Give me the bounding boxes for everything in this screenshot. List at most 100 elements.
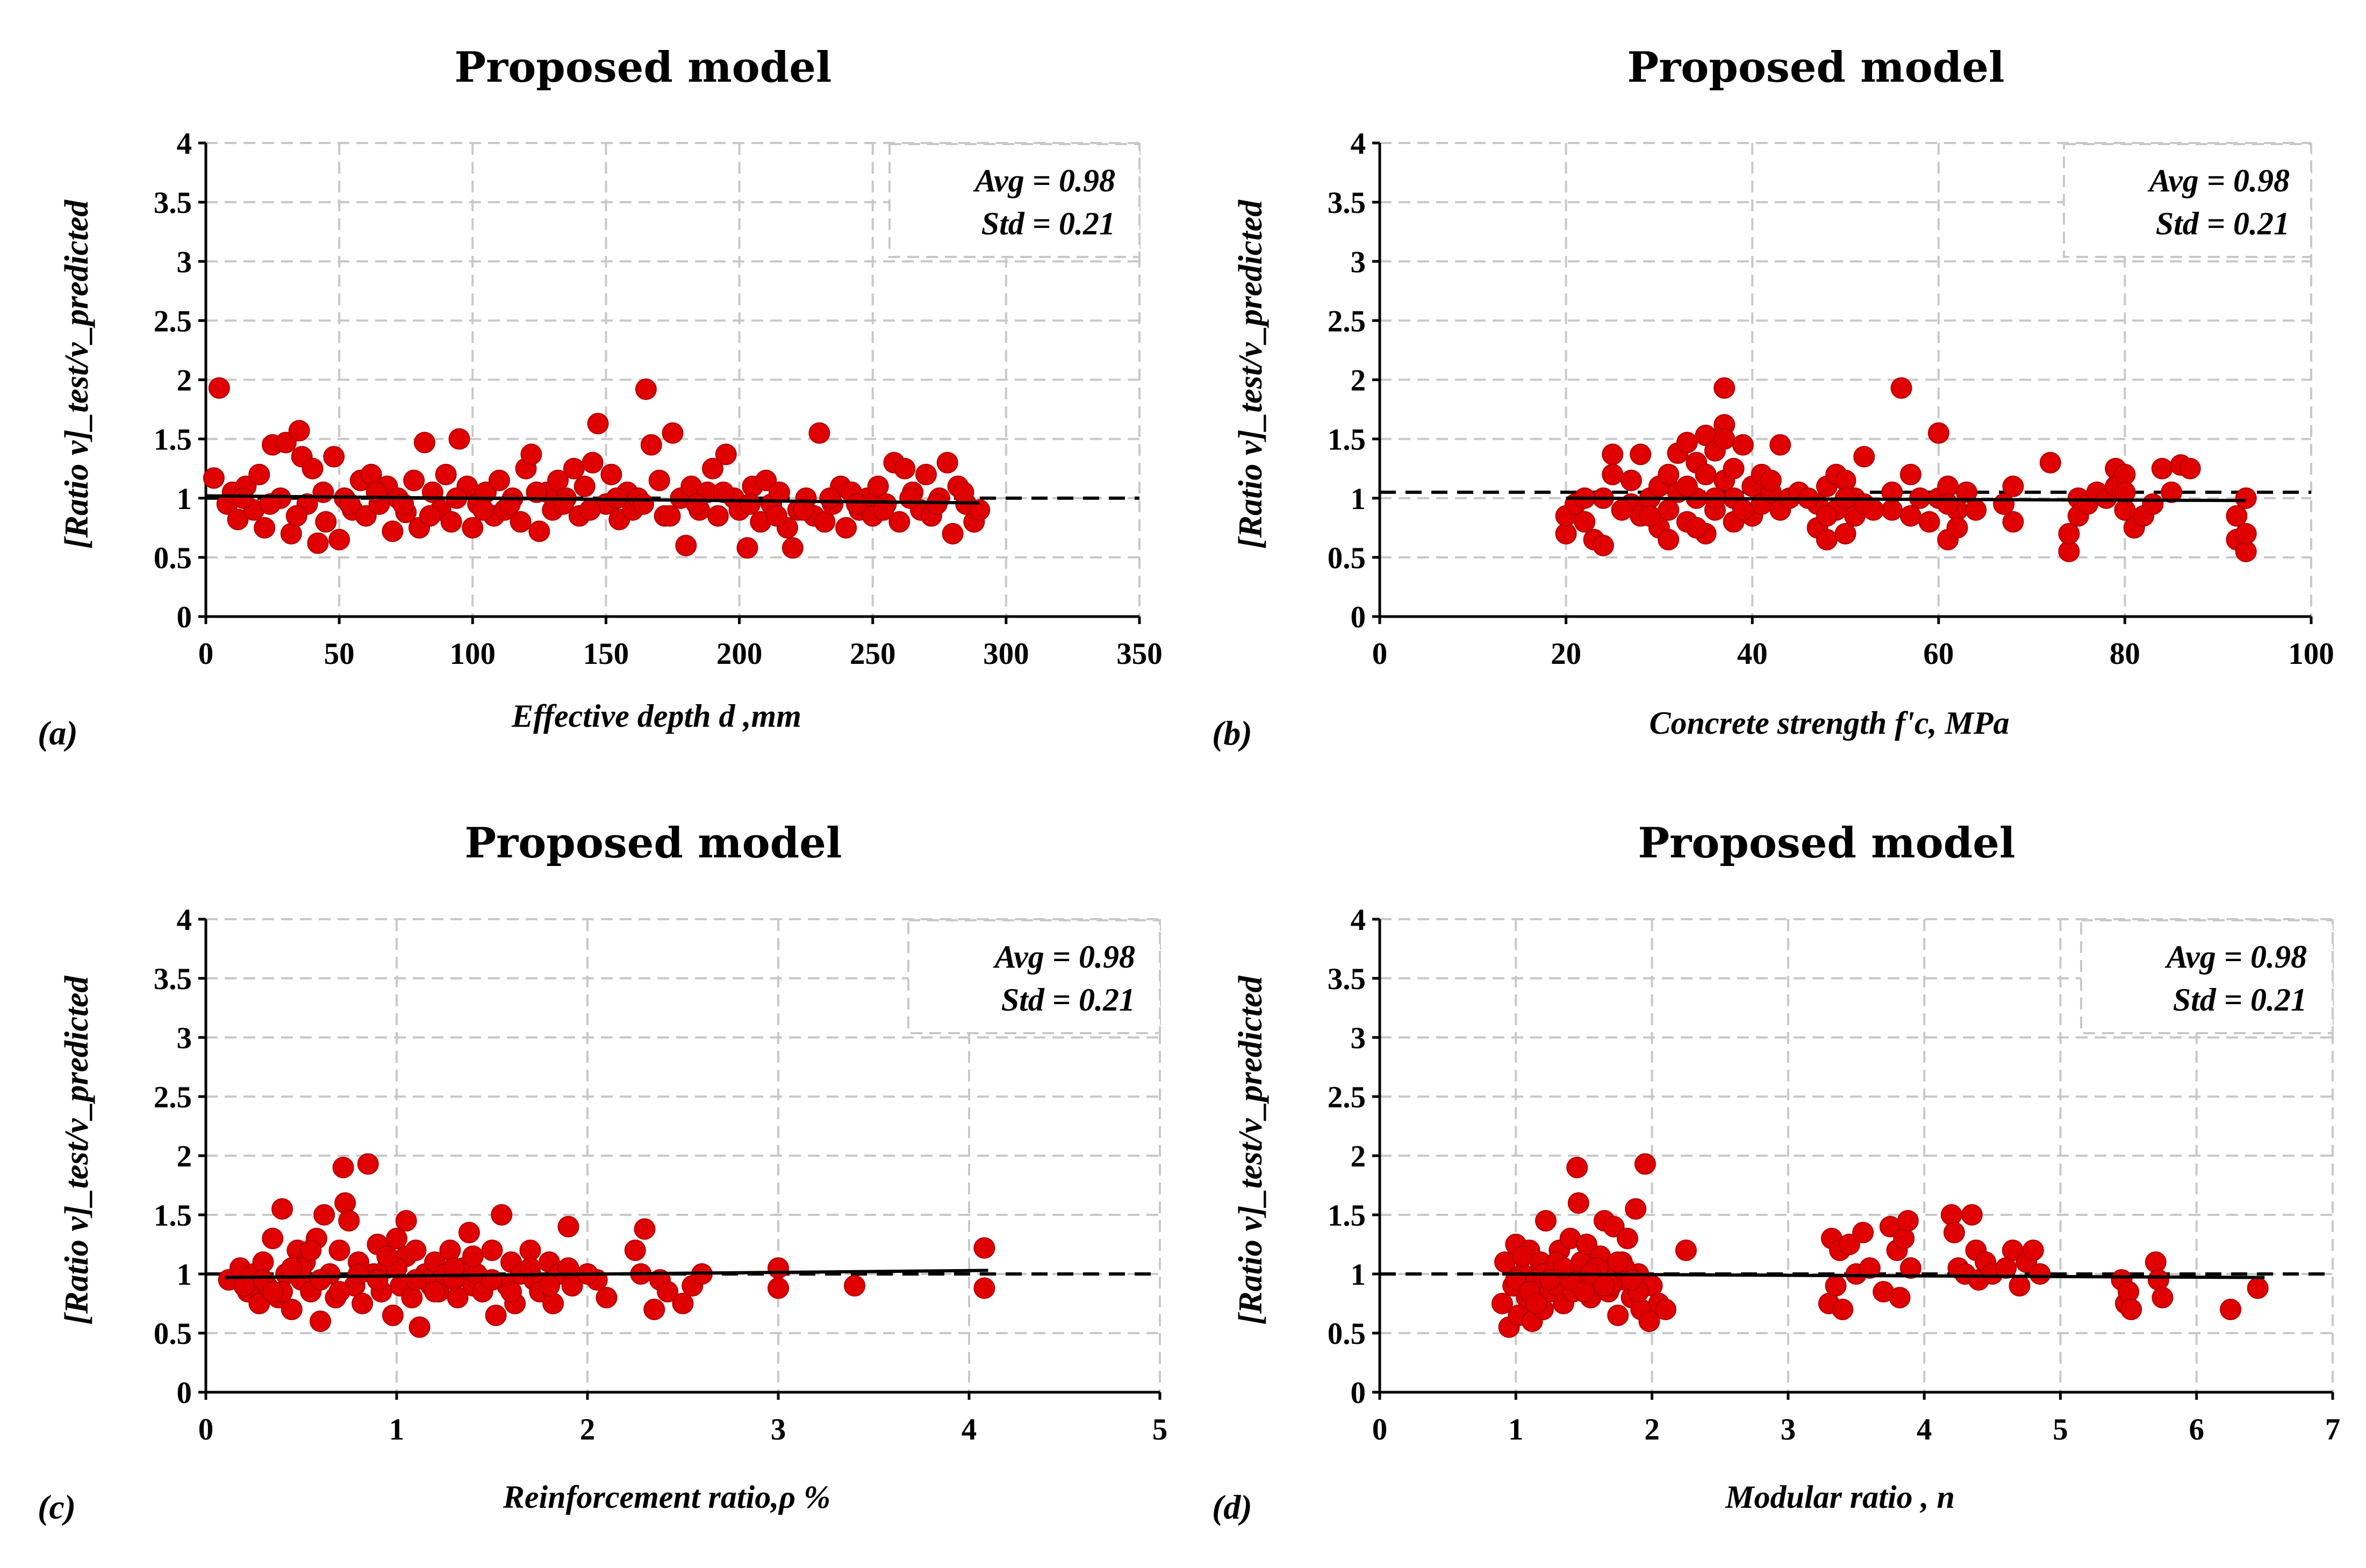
data-point [2009,1275,2031,1297]
data-point [579,499,601,521]
data-point [462,1245,484,1267]
y-tick-label: 2.5 [154,1080,192,1114]
data-point [1816,528,1838,550]
x-tick-label: 100 [450,637,496,671]
data-point [973,1277,995,1299]
stat-std: Std = 0.21 [1001,982,1135,1018]
panel-label: (b) [1212,714,1252,752]
data-point [1654,1299,1676,1320]
data-point [528,520,550,542]
data-point [557,1216,579,1237]
y-tick-label: 4 [177,903,192,937]
y-tick-label: 4 [177,127,192,161]
data-point [2120,1299,2142,1320]
data-point [310,1269,331,1291]
data-point [403,469,425,491]
data-point [262,1228,284,1249]
y-tick-label: 4 [1351,127,1366,161]
chart-title: Proposed model [1627,43,2005,92]
data-point [339,493,361,515]
data-point [1675,1240,1697,1261]
x-tick-label: 2 [1644,1413,1660,1447]
x-tick-label: 0 [1372,637,1388,671]
data-point [712,481,734,503]
y-tick-label: 0 [1351,1376,1366,1410]
data-point [280,522,302,545]
y-tick-label: 3 [177,245,192,279]
data-point [1853,446,1875,468]
data-point [1732,434,1754,456]
data-point [285,505,307,527]
y-tick-label: 1 [177,482,192,516]
trend-line [225,1269,988,1279]
data-point [413,432,435,454]
data-point [1567,1192,1589,1214]
data-point [424,1281,446,1302]
y-tick-label: 0.5 [154,1317,192,1351]
data-point [952,481,974,503]
data-point [520,443,542,466]
data-point [367,1269,389,1291]
data-point [1943,1222,1965,1243]
data-point [657,1281,679,1302]
y-tick-label: 2 [1351,1140,1366,1173]
y-tick-label: 1 [1351,482,1366,516]
data-point [2022,1240,2044,1261]
panel-label: (c) [38,1488,76,1526]
data-point [365,481,388,503]
data-point [1676,432,1698,454]
data-point [334,1192,356,1214]
data-point [248,463,270,485]
data-point [1769,434,1791,456]
data-point [1639,505,1661,527]
x-tick-label: 100 [2288,637,2334,671]
data-point [313,1204,335,1226]
data-point [894,457,916,479]
stats-box-frame [2080,919,2334,1034]
trend-line [1566,496,2246,503]
data-point [271,1198,293,1220]
data-point [405,1269,427,1291]
data-point [1881,481,1903,503]
panel-label: (a) [38,714,78,752]
x-tick-label: 0 [198,637,214,671]
chart-title: Proposed model [465,819,842,868]
data-point [1575,1234,1597,1255]
data-point [1940,1204,1962,1226]
data-point [1852,1222,1874,1243]
data-point [382,520,404,542]
y-tick-label: 2.5 [1328,304,1366,338]
data-point [328,528,350,550]
x-axis-label: Modular ratio , n [1725,1479,1955,1515]
data-point [1732,499,1754,521]
data-point [1918,511,1940,533]
data-point [1859,1257,1881,1279]
y-tick-label: 0 [1351,600,1366,634]
data-point [1723,457,1745,479]
data-point [643,1299,665,1320]
data-point [458,1222,480,1243]
x-tick-label: 60 [1923,637,1954,671]
chart-title: Proposed model [455,43,832,92]
data-point [2002,475,2024,497]
data-point [481,1269,503,1291]
trend-line [1502,1272,2265,1279]
data-point [844,1275,865,1297]
y-tick-label: 2 [177,364,192,398]
data-point [2179,457,2201,479]
y-tick-label: 2 [177,1140,192,1173]
data-point [510,511,532,533]
data-point [491,1204,513,1226]
data-point [808,422,830,444]
x-tick-label: 3 [1781,1413,1796,1447]
data-point [2118,1281,2140,1302]
y-axis-label: [Ratio v]_test/v_predicted [1232,199,1269,549]
stats-box: Avg = 0.98 Std = 0.21 [2063,143,2312,258]
data-point [766,505,788,527]
data-point [1611,499,1633,521]
data-point [332,1157,354,1178]
y-axis-label: [Ratio v]_test/v_predicted [59,199,95,549]
data-point [707,505,729,527]
data-point [328,1281,350,1302]
